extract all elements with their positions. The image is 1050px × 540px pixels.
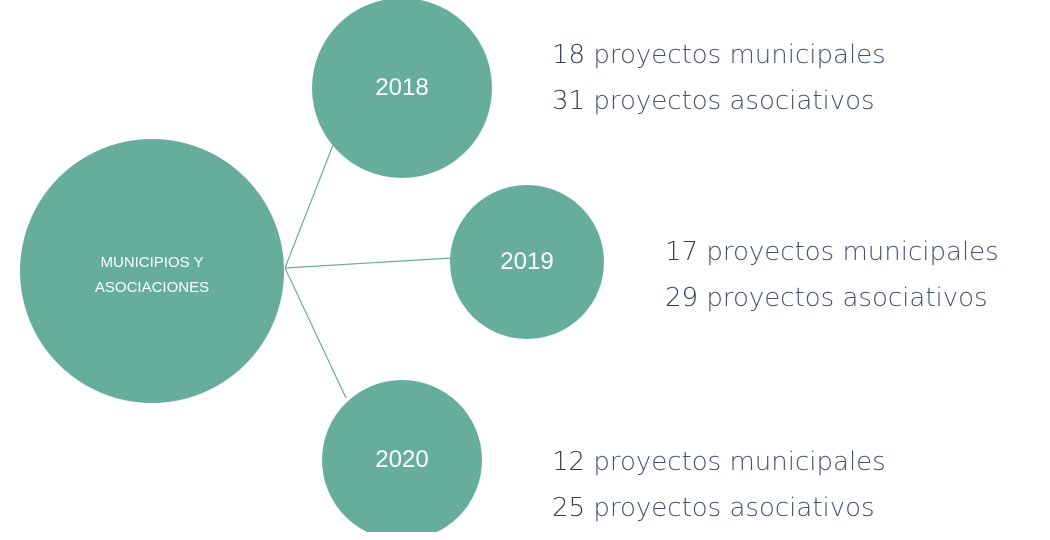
stat-line: 25 proyectos asociativos [552,493,875,523]
year-label: 2020 [375,446,429,473]
stat-count: 18 [552,40,586,70]
stat-count: 17 [665,237,699,267]
center-label: MUNICIPIOS Y ASOCIACIONES [94,254,210,296]
stat-line: 31 proyectos asociativos [552,86,875,116]
connector [284,257,453,269]
stat-line: 12 proyectos municipales [552,447,886,477]
stat-text: proyectos municipales [593,447,886,477]
connector [284,139,336,269]
stat-count: 12 [552,447,586,477]
stat-count: 29 [665,283,699,313]
year-node [312,0,492,178]
stat-text: proyectos asociativos [593,493,875,523]
stat-count: 25 [552,493,586,523]
stat-text: proyectos asociativos [593,86,875,116]
connector [284,267,347,399]
year-node [450,185,604,339]
year-node [322,380,482,532]
stat-line: 18 proyectos municipales [552,40,886,70]
stat-text: proyectos asociativos [706,283,988,313]
year-label: 2018 [375,74,429,101]
stat-line: 17 proyectos municipales [665,237,999,267]
stat-count: 31 [552,86,586,116]
year-label: 2019 [500,248,554,275]
stat-text: proyectos municipales [593,40,886,70]
center-node [20,139,284,403]
stat-text: proyectos municipales [706,237,999,267]
stat-line: 29 proyectos asociativos [665,283,988,313]
